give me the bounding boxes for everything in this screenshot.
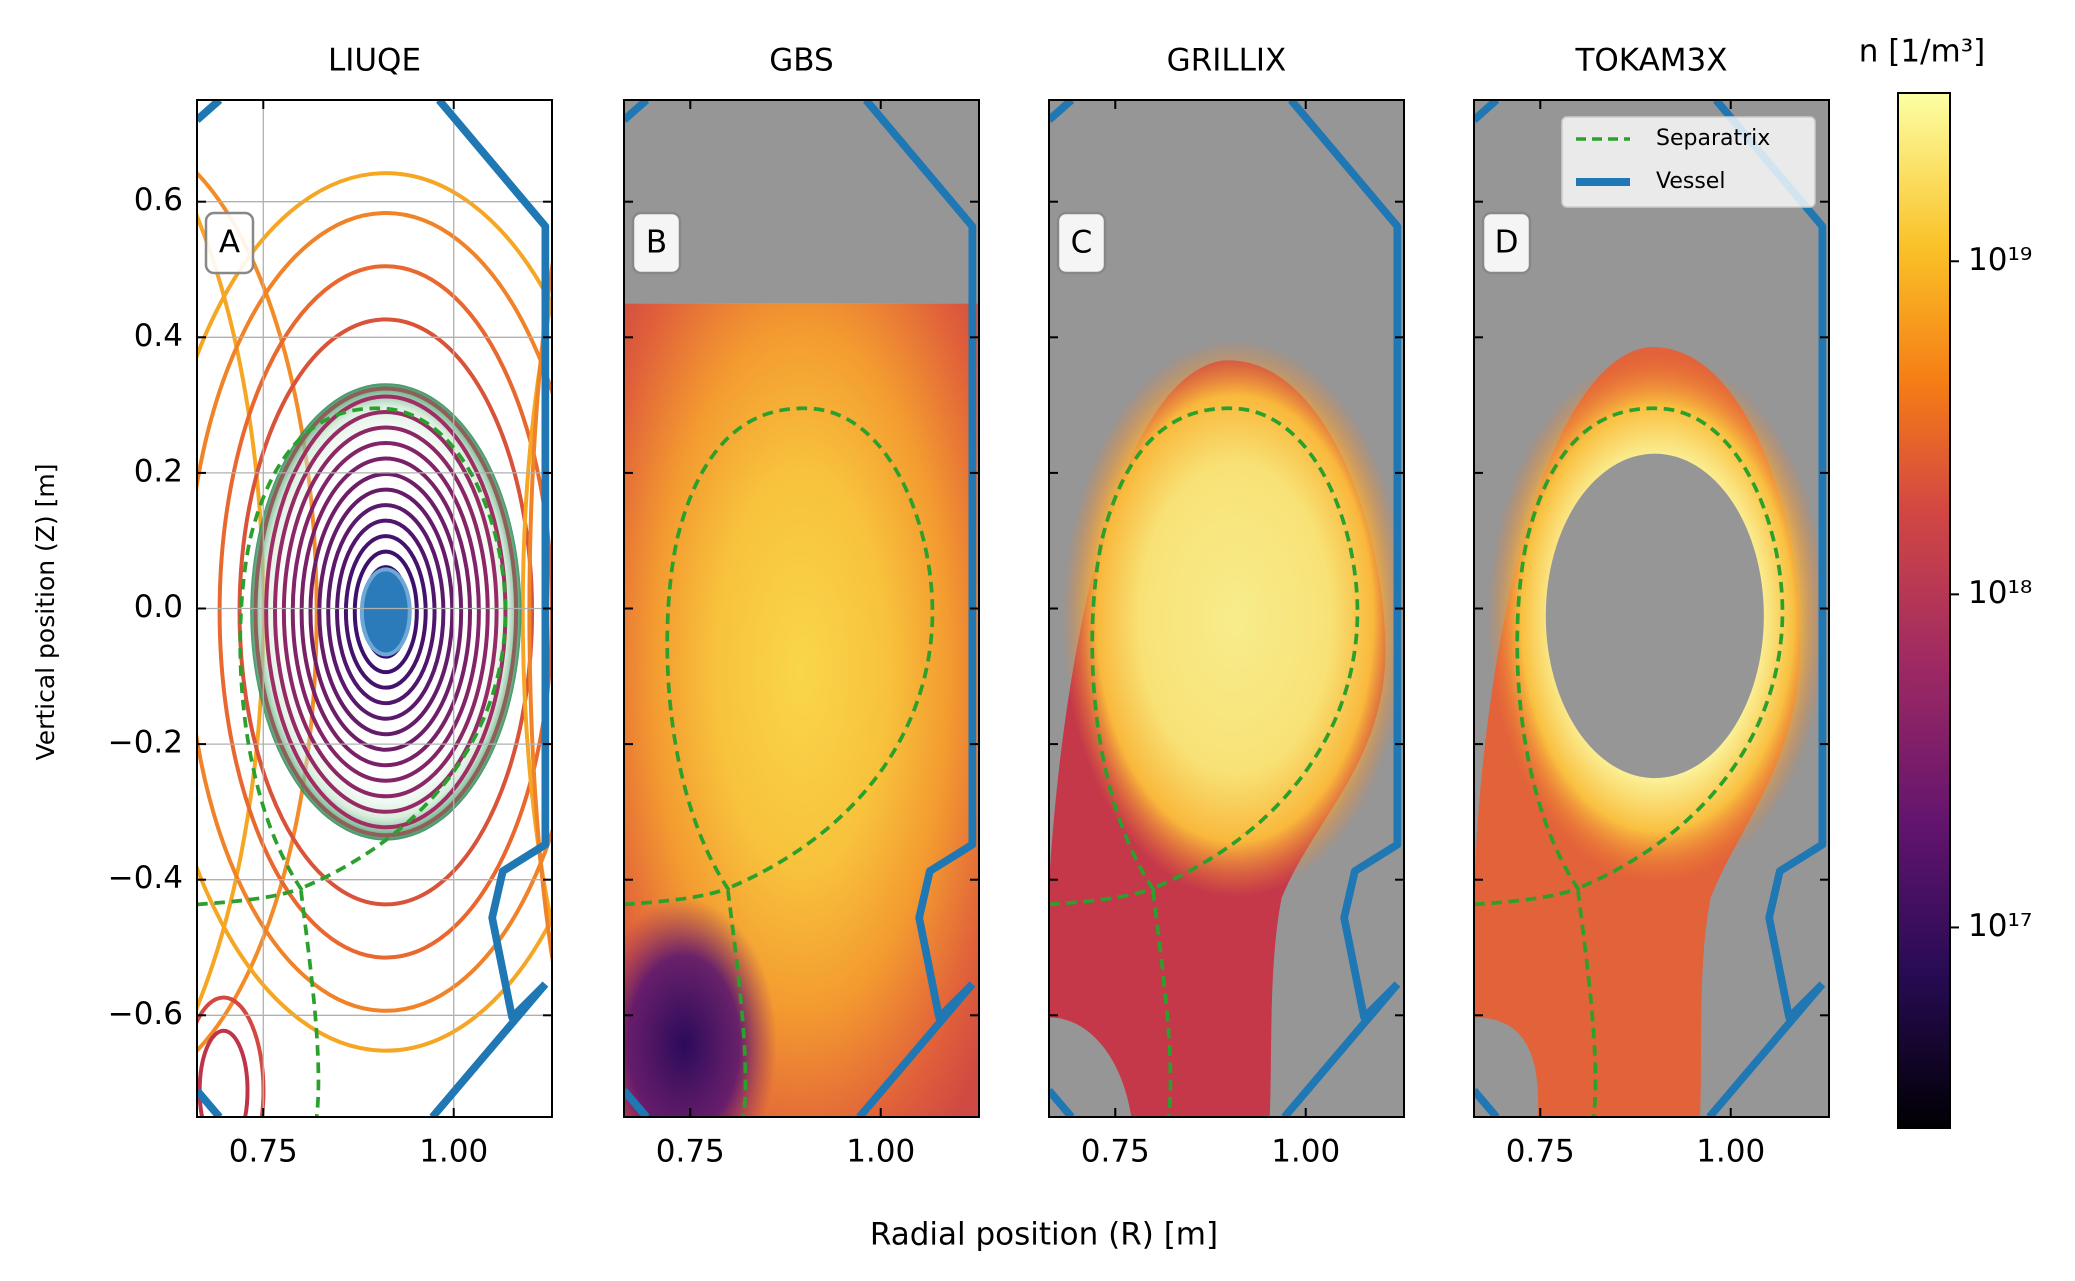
vessel <box>1281 981 1401 1118</box>
no-data-region <box>1545 453 1764 779</box>
y-tick-label: 0.6 <box>134 182 183 218</box>
overlay <box>1474 100 1827 1118</box>
panel <box>624 100 979 1118</box>
low-density-region <box>624 897 777 1118</box>
panel <box>1049 100 1404 1118</box>
flux-contour <box>237 317 535 907</box>
y-tick-label: −0.4 <box>108 860 183 896</box>
flux-contour <box>281 425 490 799</box>
vessel <box>429 981 549 1118</box>
vessel <box>624 1088 650 1118</box>
y-tick-label: 0.0 <box>134 589 183 625</box>
panel-label: D <box>1495 225 1519 261</box>
panel-title: GBS <box>769 43 833 79</box>
overlay <box>197 100 550 1118</box>
vessel <box>1706 981 1826 1118</box>
panel-label-box <box>204 211 255 275</box>
flux-contour <box>317 487 455 737</box>
density-core <box>1062 339 1404 898</box>
panel-title: GRILLIX <box>1167 43 1287 79</box>
vessel <box>624 100 650 123</box>
flux-contour <box>326 503 446 721</box>
flux-contour <box>197 171 552 1053</box>
y-tick-label: −0.2 <box>108 725 183 761</box>
flux-contour <box>290 441 481 783</box>
x-tick-label: 0.75 <box>229 1134 298 1170</box>
separatrix <box>1474 406 1785 1118</box>
panel-label-box <box>631 211 682 275</box>
panel-label: B <box>646 225 667 261</box>
magnetic-axis <box>359 567 412 657</box>
x-tick-label: 1.00 <box>419 1134 488 1170</box>
x-tick-label: 0.75 <box>656 1134 725 1170</box>
vessel <box>856 981 976 1118</box>
vessel <box>197 1088 223 1118</box>
flux-contour <box>299 456 473 768</box>
legend-label: Separatrix <box>1656 126 1770 151</box>
y-tick-label: 0.4 <box>134 318 183 354</box>
x-tick-label: 0.75 <box>1081 1134 1150 1170</box>
panel-label-box <box>1056 211 1107 275</box>
flux-contour <box>197 211 552 1013</box>
overlay <box>624 100 977 1118</box>
colorbar-tick-label: 10¹⁹ <box>1968 242 2032 278</box>
panel-label: A <box>219 225 240 261</box>
x-axis-label: Radial position (R) [m] <box>870 1217 1218 1253</box>
flux-contour <box>520 289 552 935</box>
colorbar <box>1897 92 1951 1129</box>
vessel <box>1474 1088 1500 1118</box>
vessel <box>1474 100 1500 123</box>
colorbar-tick-label: 10¹⁷ <box>1968 908 2032 944</box>
y-tick-label: 0.2 <box>134 453 183 489</box>
panel <box>1474 100 1829 1118</box>
vessel <box>1049 100 1075 123</box>
separatrix <box>1049 406 1360 1118</box>
flux-contour <box>273 410 499 814</box>
flux-contour <box>343 534 428 690</box>
flux-contour <box>217 264 552 960</box>
flux-contour <box>308 472 464 752</box>
colorbar-tick-label: 10¹⁸ <box>1968 575 2032 611</box>
y-tick-label: −0.6 <box>108 996 183 1032</box>
panel-label-box <box>1481 211 1532 275</box>
legend-label: Vessel <box>1656 169 1725 194</box>
flux-contour <box>264 394 508 830</box>
colorbar-label: n [1/m³] <box>1859 34 1985 70</box>
flux-contour <box>352 549 419 675</box>
no-data-region <box>624 100 979 304</box>
flux-contour <box>335 518 437 706</box>
flux-contour <box>253 386 519 838</box>
x-tick-label: 1.00 <box>1271 1134 1340 1170</box>
panel-title: LIUQE <box>328 43 421 79</box>
x-tick-label: 1.00 <box>1696 1134 1765 1170</box>
x-tick-label: 0.75 <box>1506 1134 1575 1170</box>
y-axis-label: Vertical position (Z) [m] <box>31 464 60 761</box>
vessel <box>1049 1088 1075 1118</box>
separatrix <box>197 406 508 1118</box>
separatrix <box>624 406 935 1118</box>
vessel <box>197 100 223 123</box>
flux-contour <box>527 254 552 969</box>
x-tick-label: 1.00 <box>846 1134 915 1170</box>
panel-label: C <box>1071 225 1093 261</box>
panel-title: TOKAM3X <box>1574 43 1727 79</box>
overlay <box>1049 100 1402 1118</box>
